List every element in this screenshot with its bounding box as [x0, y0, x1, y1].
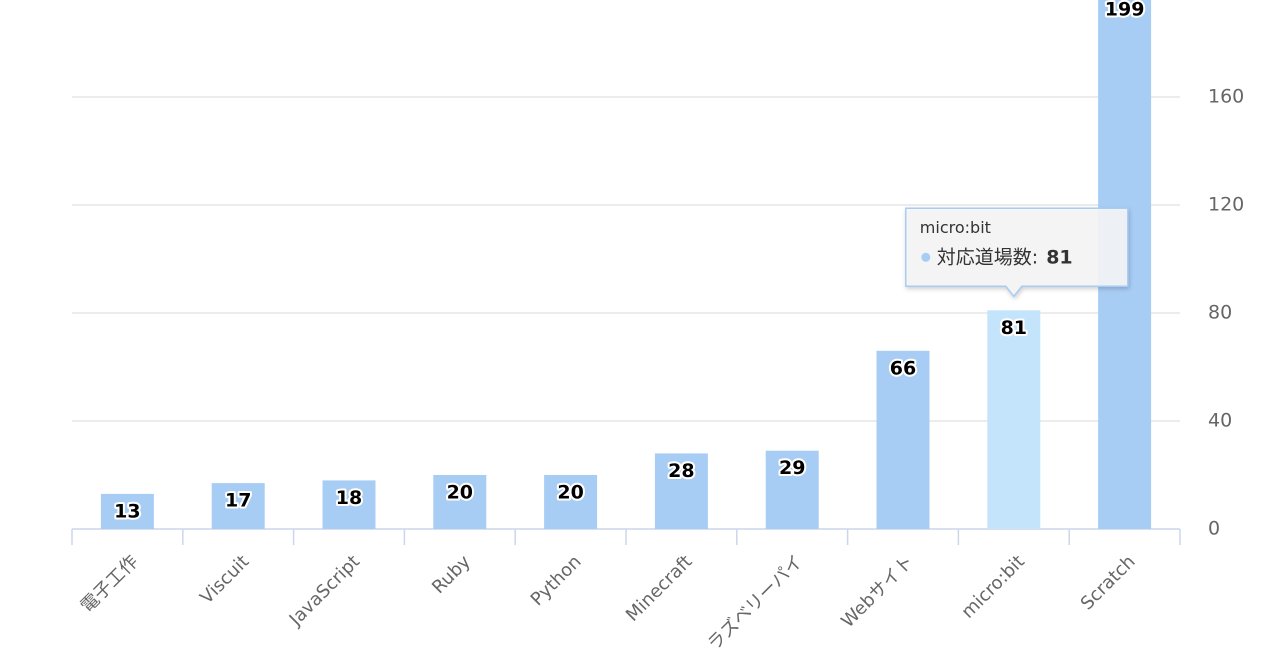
tooltip-marker [921, 252, 931, 262]
tooltip-box [905, 207, 1129, 298]
y-tick-label: 40 [1208, 410, 1232, 432]
tooltip-value: 81 [1046, 246, 1072, 268]
tooltip-series: 対応道場数: [937, 246, 1038, 268]
bar [322, 480, 376, 529]
bar [100, 493, 154, 529]
y-tick-label: 160 [1208, 86, 1244, 108]
bar [876, 350, 930, 529]
tooltip-title: micro:bit [920, 218, 991, 237]
x-tick-label: Ruby [428, 551, 475, 598]
bar [433, 475, 487, 529]
y-tick-label: 0 [1208, 518, 1220, 540]
data-label: 20 [557, 482, 583, 504]
bar [987, 310, 1041, 529]
data-label: 66 [890, 357, 916, 379]
x-tick-label: Python [527, 551, 586, 610]
bar [654, 453, 708, 529]
bar [765, 450, 819, 529]
data-label: 28 [668, 460, 694, 482]
x-tick-label: Scratch [1077, 551, 1140, 614]
x-tick-label: ラズベリーパイ [704, 551, 808, 655]
x-tick-label: micro:bit [957, 551, 1028, 622]
bar [211, 483, 265, 529]
data-label: 18 [336, 487, 362, 509]
x-tick-label: Viscuit [196, 551, 253, 608]
bar [544, 475, 598, 529]
y-tick-label: 80 [1208, 302, 1232, 324]
tooltip-text: 対応道場数: 81 [937, 246, 1073, 268]
x-tick-label: Webサイト [837, 551, 918, 632]
x-tick-label: Minecraft [622, 551, 697, 626]
tooltip: micro:bit 対応道場数: 81 [905, 207, 1129, 298]
data-label: 13 [114, 500, 140, 522]
x-tick-label: 電子工作 [77, 551, 143, 617]
y-tick-label: 120 [1208, 194, 1244, 216]
data-label: 199 [1105, 0, 1145, 21]
data-label: 17 [225, 490, 251, 512]
data-label: 29 [779, 457, 805, 479]
data-label: 20 [447, 482, 473, 504]
x-tick-label: JavaScript [285, 551, 364, 630]
data-label: 81 [1001, 317, 1027, 339]
